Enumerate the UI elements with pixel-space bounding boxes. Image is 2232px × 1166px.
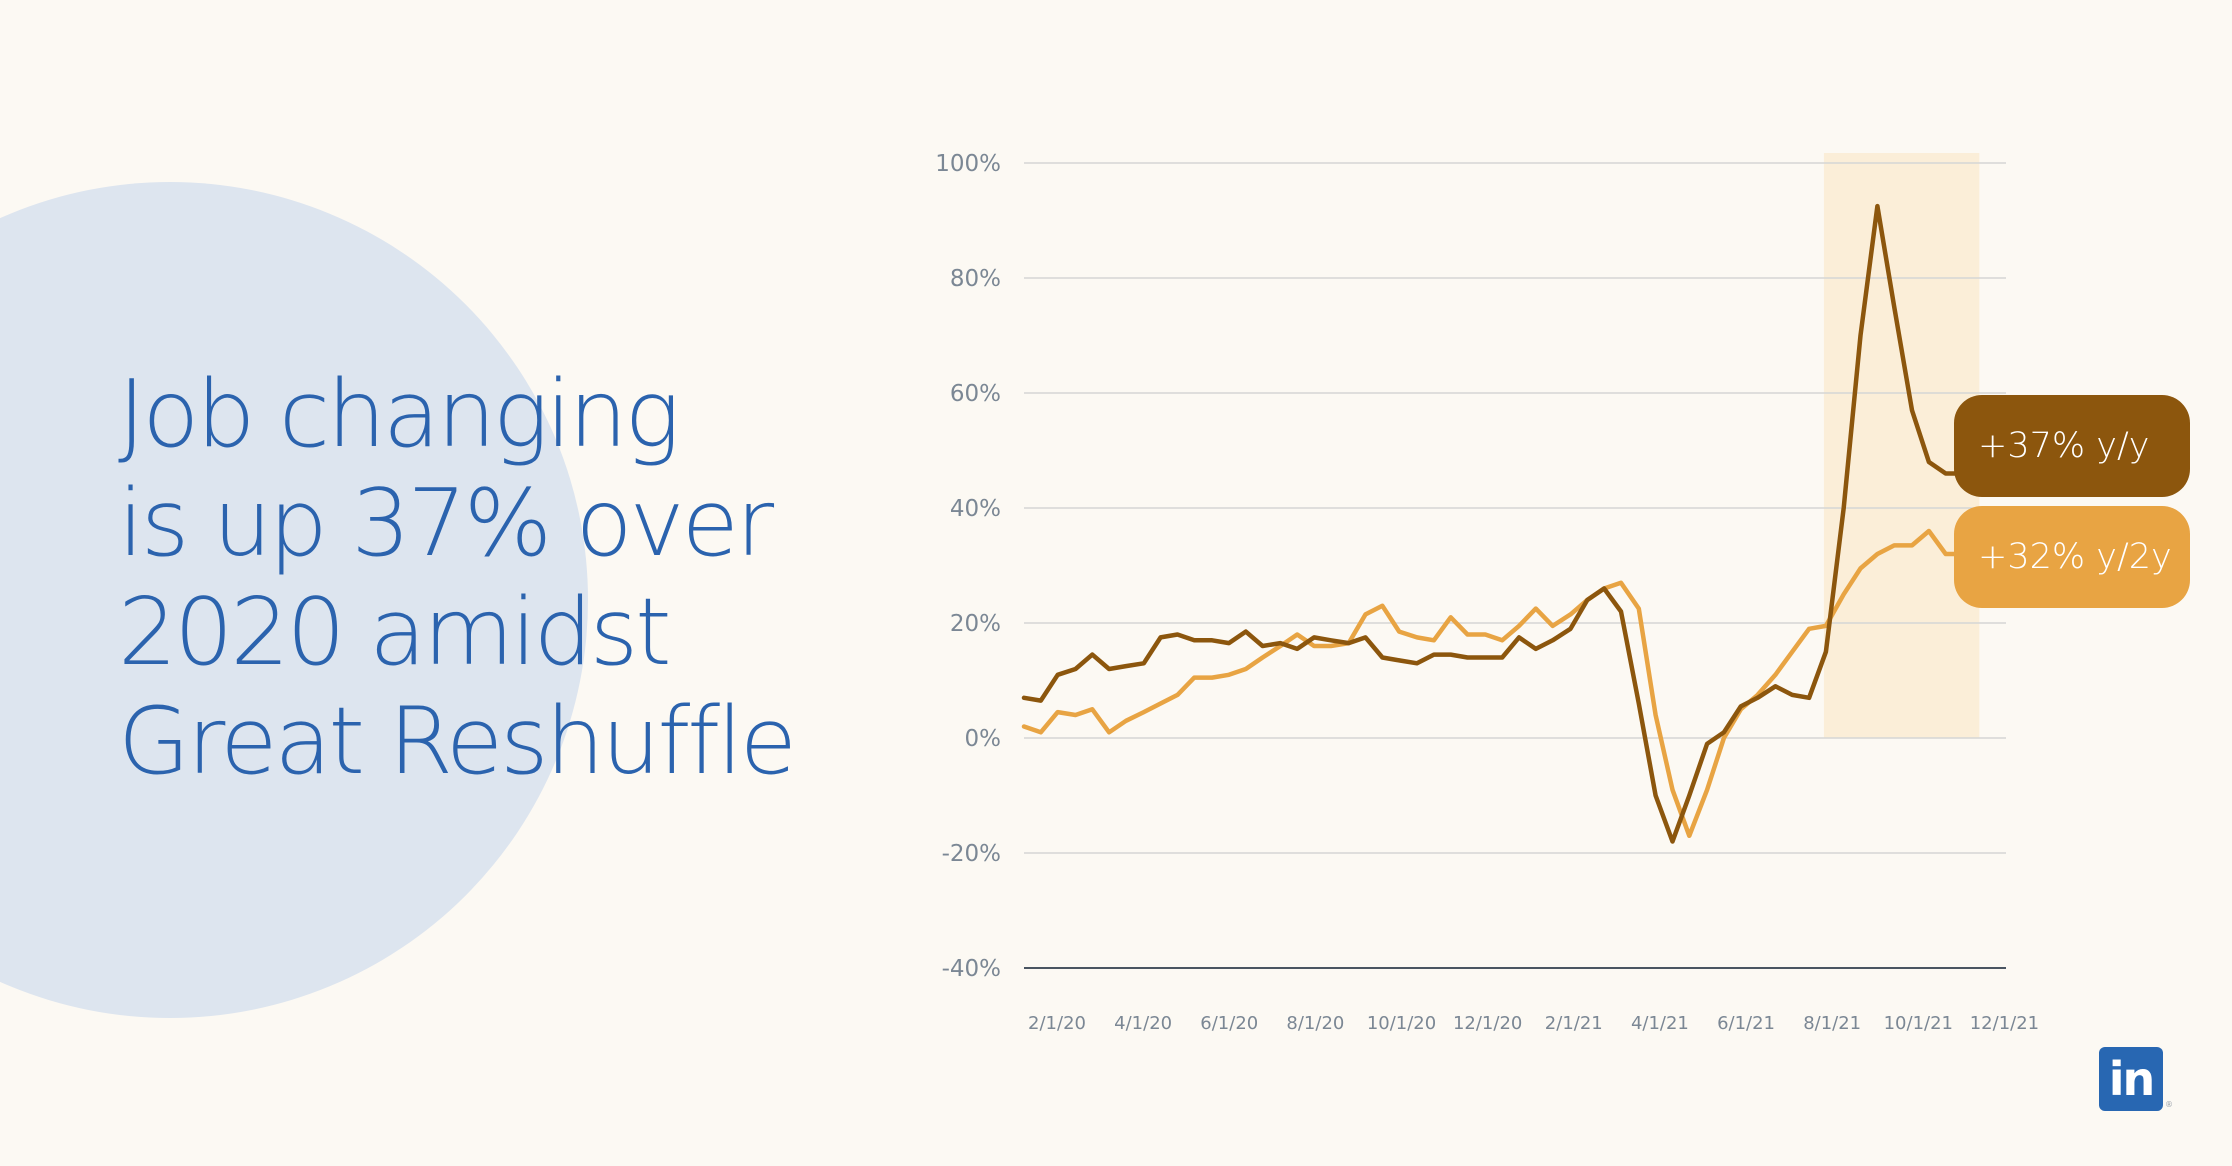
y-axis-ticks: 100% 80% 60% 40% 20% 0% -20% -40% (935, 151, 1001, 982)
x-axis-ticks: 2/1/20 4/1/20 6/1/20 8/1/20 10/1/20 12/1/20 2/… (1028, 1013, 2039, 1034)
background-circle (0, 182, 588, 1018)
callout-label-light: +32% y/2y (1978, 537, 2172, 577)
x-tick-label: 6/1/21 (1717, 1013, 1775, 1034)
x-tick-label: 2/1/20 (1028, 1013, 1086, 1034)
callout-label-dark: +37% y/y (1978, 426, 2150, 466)
registered-mark: ® (2165, 1100, 2173, 1109)
headline-line-2: is up 37% over (118, 469, 774, 577)
series-line-light (1021, 528, 1965, 839)
y-tick-label: 100% (935, 151, 1001, 177)
x-tick-label: 12/1/21 (1970, 1013, 2039, 1034)
x-tick-label: 6/1/20 (1200, 1013, 1258, 1034)
linkedin-logo-icon: in (2099, 1047, 2163, 1111)
y-tick-label: 20% (950, 611, 1001, 637)
x-tick-label: 4/1/21 (1631, 1013, 1689, 1034)
callout-dark-series: +37% y/y (1954, 395, 2190, 497)
y-tick-label: -40% (942, 956, 1001, 982)
headline-line-4: Great Reshuffle (118, 687, 797, 795)
x-tick-label: 10/1/21 (1884, 1013, 1953, 1034)
x-tick-label: 8/1/21 (1803, 1013, 1861, 1034)
headline-line-1: Job changing (118, 360, 680, 468)
y-tick-label: 40% (950, 496, 1001, 522)
y-tick-label: 0% (965, 726, 1002, 752)
y-tick-label: 60% (950, 381, 1001, 407)
x-tick-label: 4/1/20 (1114, 1013, 1172, 1034)
y-tick-label: -20% (942, 841, 1001, 867)
y-tick-label: 80% (950, 266, 1001, 292)
x-tick-label: 8/1/20 (1286, 1013, 1344, 1034)
series-line-dark (1021, 203, 1965, 844)
headline-line-3: 2020 amidst (118, 578, 672, 686)
callout-light-series: +32% y/2y (1954, 506, 2190, 608)
x-tick-label: 10/1/20 (1367, 1013, 1436, 1034)
headline: Job changing is up 37% over 2020 amidst … (118, 360, 838, 796)
x-tick-label: 12/1/20 (1453, 1013, 1522, 1034)
x-tick-label: 2/1/21 (1545, 1013, 1603, 1034)
series-lines (1021, 203, 1965, 844)
